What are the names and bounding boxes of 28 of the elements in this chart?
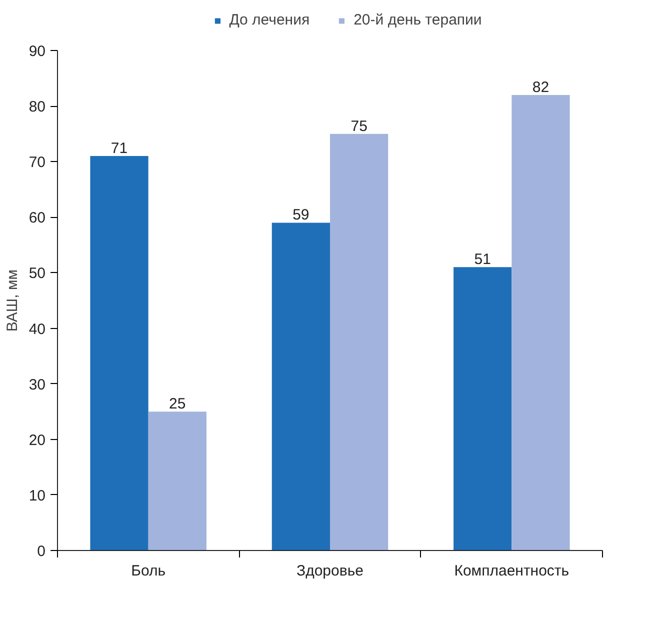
y-tick-label: 70 [28,154,46,172]
legend-label: До лечения [229,12,310,28]
data-label: 59 [292,206,310,224]
y-tick-label: 30 [28,376,46,394]
bar [454,267,512,550]
bar [512,94,570,550]
y-tick-label: 50 [28,265,46,282]
y-tick-label: 60 [28,210,46,227]
bar [272,222,330,550]
y-tick-label: 80 [28,98,46,116]
y-tick-label: 0 [37,543,46,560]
data-label: 25 [169,396,186,413]
bar [330,134,388,550]
x-tick-label: Боль [131,562,166,580]
data-label: 71 [110,140,128,158]
bar [148,412,206,550]
y-tick-label: 10 [28,487,46,504]
y-tick-label: 40 [28,320,46,338]
data-label: 51 [474,251,491,268]
data-label: 75 [350,118,368,135]
x-tick-label: Здоровье [296,562,364,580]
data-label: 82 [532,78,550,96]
y-tick-label: 90 [28,43,46,60]
bar [90,156,148,550]
x-tick-label: Комплаентность [454,562,570,580]
y-axis-title: ВАШ, мм [4,269,21,332]
legend-label: 20-й день терапии [354,12,482,28]
y-tick-label: 20 [28,432,46,449]
